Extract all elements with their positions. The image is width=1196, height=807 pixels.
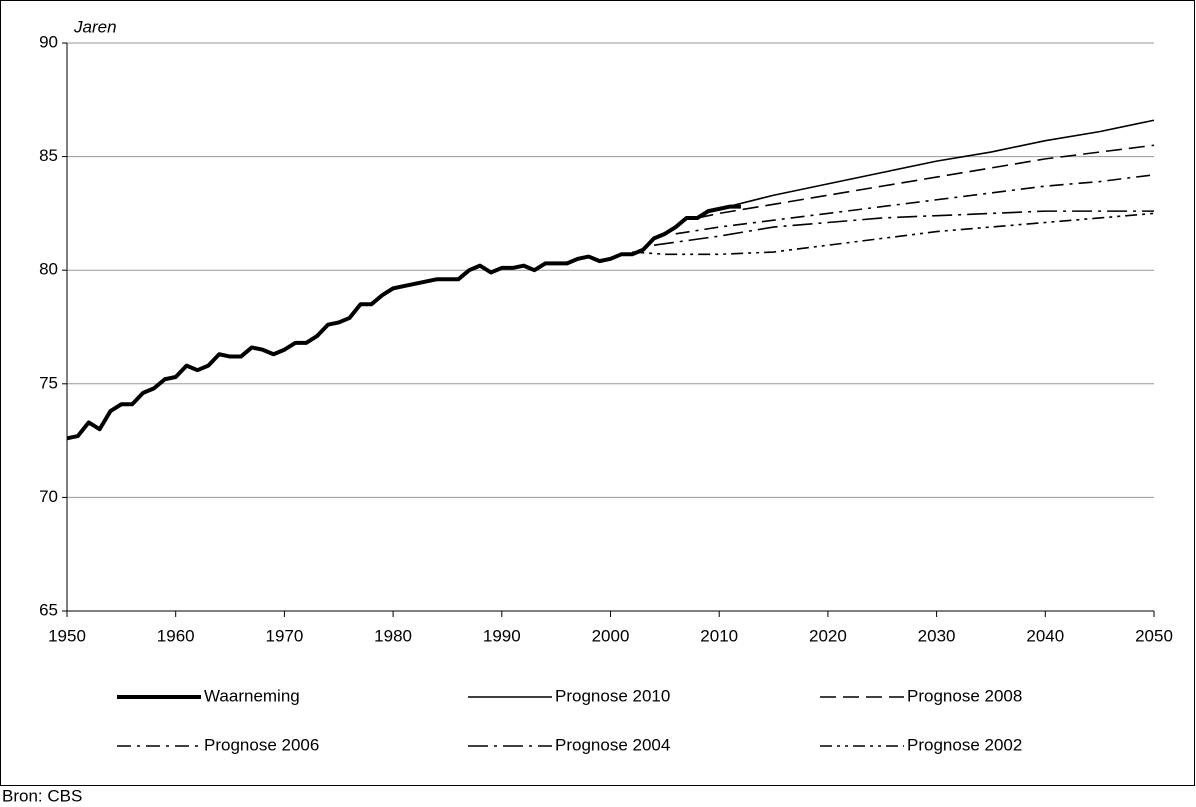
x-tick-label: 2050 [1135,626,1173,645]
y-tick-label: 85 [39,146,58,165]
x-tick-label: 1990 [483,626,521,645]
legend-label: Prognose 2006 [204,735,319,754]
y-tick-label: 65 [39,600,58,619]
x-tick-label: 1960 [157,626,195,645]
chart-frame [0,0,1195,786]
legend-label: Prognose 2010 [555,686,670,705]
y-tick-label: 70 [39,487,58,506]
x-tick-label: 2000 [592,626,630,645]
legend-label: Prognose 2004 [555,735,670,754]
x-tick-label: 1980 [374,626,412,645]
legend-label: Prognose 2008 [907,686,1022,705]
data-line [653,210,1154,247]
y-tick-label: 75 [39,373,58,392]
data-line [719,119,1155,210]
x-tick-label: 1970 [265,626,303,645]
legend-label: Waarneming [204,686,300,705]
data-line [66,204,741,441]
x-tick-label: 1950 [48,626,86,645]
x-tick-label: 2010 [700,626,738,645]
legend-label: Prognose 2002 [907,735,1022,754]
data-line [675,173,1155,235]
y-axis-label: Jaren [73,17,117,36]
y-tick-label: 90 [39,32,58,51]
x-tick-label: 2040 [1026,626,1064,645]
x-tick-label: 2020 [809,626,847,645]
data-line [632,212,1155,256]
x-tick-label: 2030 [918,626,956,645]
source-note: Bron: CBS [2,786,82,805]
y-tick-label: 80 [39,260,58,279]
data-line [697,144,1155,219]
